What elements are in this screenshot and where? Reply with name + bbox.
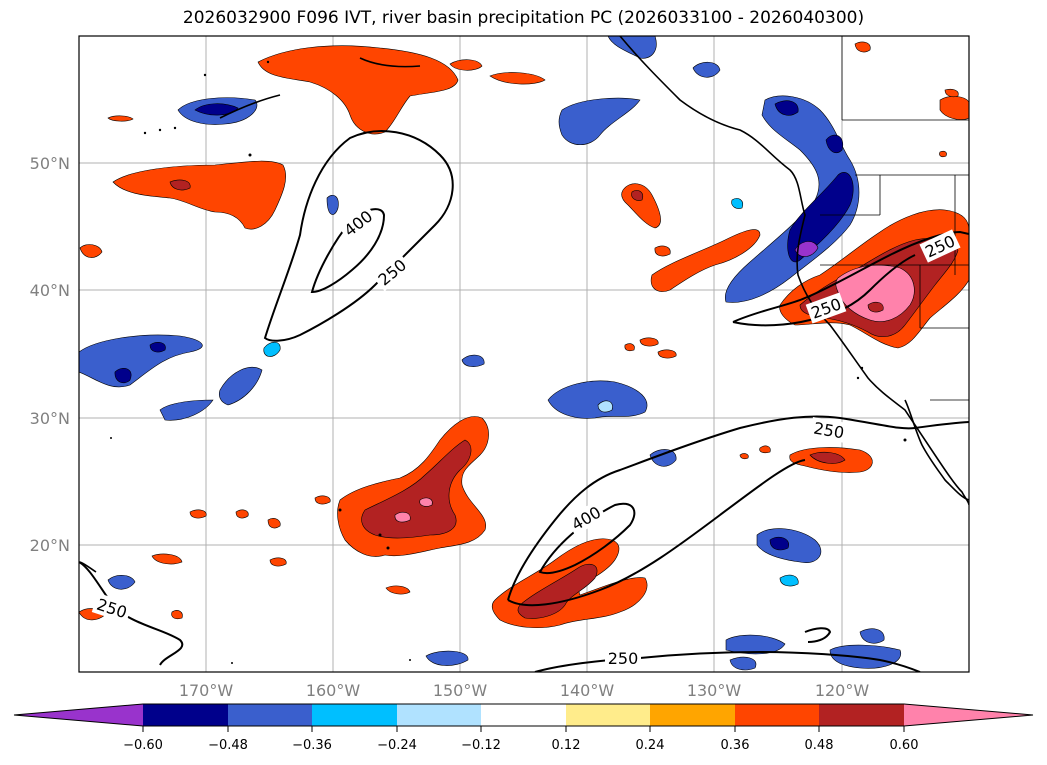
colorbar-tick-label: 0.24 (636, 738, 665, 753)
contour-label-250-south: 250 (608, 649, 639, 668)
colorbar-tick-label: −0.60 (123, 738, 163, 753)
lat-label-40n: 40°N (30, 281, 70, 300)
map-frame (78, 35, 970, 673)
colorbar-bin-4 (397, 704, 481, 726)
lat-label-20n: 20°N (30, 536, 70, 555)
colorbar-bin-3 (312, 704, 397, 726)
colorbar-tick-label: −0.48 (208, 738, 248, 753)
map-background (79, 36, 969, 672)
colorbar-extend-right (904, 704, 1033, 726)
lon-label-120w: 120°W (815, 681, 870, 700)
ivt-contours (79, 130, 969, 672)
colorbar-tick-label: 0.36 (721, 738, 750, 753)
colorbar-tick-label: −0.12 (461, 738, 501, 753)
coastlines (79, 36, 969, 573)
colorbar-bin-8 (735, 704, 819, 726)
colorbar-bin-5 (481, 704, 566, 726)
negative-precip-regions (79, 36, 902, 671)
islands (110, 60, 907, 664)
lat-label-50n: 50°N (30, 154, 70, 173)
gridlines (79, 36, 969, 672)
state-borders (820, 36, 969, 401)
colorbar-tick-label: 0.60 (890, 738, 919, 753)
longitude-labels: 170°W 160°W 150°W 140°W 130°W 120°W (179, 681, 870, 700)
colorbar: −0.60 −0.48 −0.36 −0.24 −0.12 0.12 0.24 … (13, 703, 1034, 753)
lon-label-150w: 150°W (433, 681, 488, 700)
colorbar-bin-6 (566, 704, 650, 726)
colorbar-tick-label: 0.48 (805, 738, 834, 753)
map-title: 2026032900 F096 IVT, river basin precipi… (182, 8, 865, 28)
colorbar-tick-label: −0.36 (292, 738, 332, 753)
colorbar-bin-2 (228, 704, 312, 726)
colorbar-bin-1 (143, 704, 228, 726)
lon-label-140w: 140°W (560, 681, 615, 700)
lon-label-170w: 170°W (179, 681, 234, 700)
lon-label-160w: 160°W (306, 681, 361, 700)
lon-label-130w: 130°W (687, 681, 742, 700)
latitude-labels: 50°N 40°N 30°N 20°N (30, 154, 70, 555)
lat-label-30n: 30°N (30, 409, 70, 428)
colorbar-bin-7 (650, 704, 735, 726)
colorbar-tick-label: 0.12 (552, 738, 581, 753)
colorbar-bin-9 (819, 704, 904, 726)
colorbar-extend-left (14, 704, 143, 726)
colorbar-tick-label: −0.24 (377, 738, 417, 753)
